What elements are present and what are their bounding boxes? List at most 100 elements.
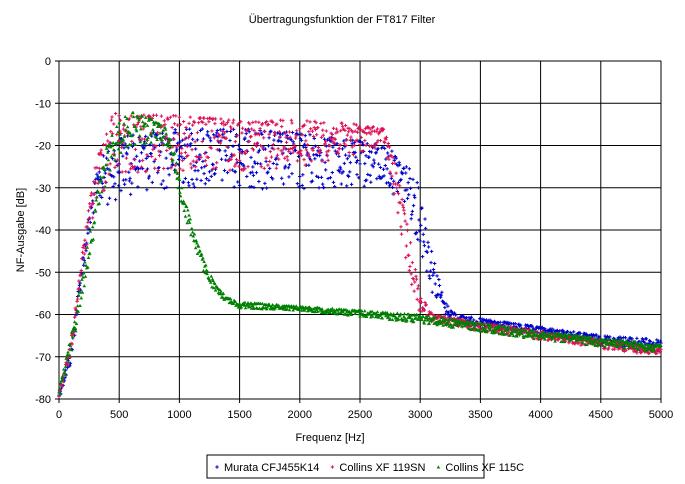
collins-xf-115c-point bbox=[176, 186, 180, 190]
collins-xf-119sn-point bbox=[404, 255, 408, 260]
murata-cfj455k14-point bbox=[425, 269, 429, 273]
murata-cfj455k14-point bbox=[175, 141, 180, 146]
murata-cfj455k14-point bbox=[200, 127, 204, 131]
collins-xf-119sn-point bbox=[252, 142, 257, 146]
murata-cfj455k14-point bbox=[328, 175, 333, 180]
murata-cfj455k14-point bbox=[382, 174, 386, 178]
collins-xf-115c-point bbox=[114, 124, 119, 128]
collins-xf-119sn-point bbox=[255, 141, 260, 145]
murata-cfj455k14-point bbox=[212, 133, 216, 137]
collins-xf-115c-point bbox=[630, 345, 635, 349]
collins-xf-115c-point bbox=[83, 260, 87, 264]
collins-xf-115c-point bbox=[264, 307, 269, 311]
legend-item: Collins XF 119SN bbox=[330, 462, 425, 474]
murata-cfj455k14-point bbox=[252, 185, 256, 190]
collins-xf-119sn-point bbox=[243, 167, 247, 171]
collins-xf-115c-point bbox=[343, 312, 348, 316]
collins-xf-119sn-point bbox=[414, 274, 418, 278]
collins-xf-115c-point bbox=[228, 297, 233, 301]
collins-xf-119sn-point bbox=[127, 117, 132, 121]
collins-xf-119sn-point bbox=[100, 152, 104, 157]
murata-cfj455k14-point bbox=[431, 273, 435, 278]
murata-cfj455k14-point bbox=[404, 165, 409, 169]
collins-xf-119sn-point bbox=[124, 156, 129, 160]
collins-xf-119sn-point bbox=[555, 337, 560, 342]
collins-xf-119sn-point bbox=[120, 170, 124, 174]
collins-xf-119sn-point bbox=[402, 208, 406, 212]
collins-xf-115c-point bbox=[154, 120, 158, 124]
collins-xf-119sn-point bbox=[267, 132, 271, 136]
murata-cfj455k14-point bbox=[307, 163, 311, 167]
chart-title: Übertragungsfunktion der FT817 Filter bbox=[249, 14, 436, 26]
murata-cfj455k14-point bbox=[220, 178, 224, 182]
murata-cfj455k14-point bbox=[423, 226, 428, 231]
collins-xf-115c-point bbox=[195, 251, 200, 255]
collins-xf-115c-point bbox=[175, 176, 179, 180]
collins-xf-115c-point bbox=[506, 328, 510, 332]
murata-cfj455k14-point bbox=[382, 146, 387, 151]
collins-xf-119sn-point bbox=[333, 137, 338, 141]
collins-xf-119sn-point bbox=[186, 153, 190, 158]
collins-xf-119sn-point bbox=[104, 132, 109, 136]
collins-xf-115c-point bbox=[623, 346, 627, 350]
collins-xf-115c-point bbox=[183, 202, 187, 206]
collins-xf-119sn-point bbox=[94, 181, 98, 185]
collins-xf-119sn-point bbox=[130, 139, 134, 144]
murata-cfj455k14-point bbox=[381, 145, 385, 149]
collins-xf-119sn-point bbox=[395, 182, 400, 186]
collins-xf-119sn-point bbox=[396, 210, 400, 215]
collins-xf-119sn-point bbox=[355, 138, 359, 142]
murata-cfj455k14-point bbox=[378, 165, 383, 170]
collins-xf-119sn-point bbox=[112, 122, 116, 126]
murata-cfj455k14-point bbox=[298, 136, 303, 141]
collins-xf-115c-point bbox=[117, 121, 121, 125]
murata-cfj455k14-point bbox=[228, 138, 232, 143]
murata-cfj455k14-point bbox=[232, 185, 236, 189]
collins-xf-119sn-point bbox=[404, 244, 409, 248]
murata-cfj455k14-point bbox=[198, 128, 203, 133]
x-tick-label: 3000 bbox=[408, 409, 432, 421]
collins-xf-119sn-point bbox=[213, 117, 218, 121]
murata-cfj455k14-point bbox=[203, 182, 207, 186]
collins-xf-119sn-point bbox=[283, 131, 288, 135]
murata-cfj455k14-point bbox=[199, 178, 203, 183]
murata-cfj455k14-point bbox=[149, 151, 153, 156]
collins-xf-119sn-point bbox=[210, 129, 214, 133]
murata-cfj455k14-point bbox=[239, 147, 243, 152]
collins-xf-119sn-point bbox=[274, 166, 279, 170]
x-tick-label: 4000 bbox=[528, 409, 552, 421]
murata-cfj455k14-point bbox=[286, 136, 290, 140]
collins-xf-119sn-point bbox=[248, 122, 252, 126]
collins-xf-119sn-point bbox=[222, 123, 226, 127]
murata-cfj455k14-point bbox=[416, 186, 421, 190]
collins-xf-119sn-point bbox=[221, 120, 226, 124]
collins-xf-119sn-point bbox=[260, 121, 265, 126]
collins-xf-115c-point bbox=[513, 327, 518, 331]
collins-xf-115c-point bbox=[363, 309, 367, 313]
collins-xf-119sn-point bbox=[98, 151, 103, 155]
legend-item: Murata CFJ455K14 bbox=[215, 462, 319, 474]
murata-cfj455k14-point bbox=[174, 149, 179, 153]
collins-xf-119sn-point bbox=[384, 137, 388, 142]
murata-cfj455k14-point bbox=[112, 175, 116, 179]
murata-cfj455k14-point bbox=[310, 179, 315, 183]
murata-cfj455k14-point bbox=[287, 163, 292, 167]
collins-xf-119sn-point bbox=[192, 120, 197, 125]
murata-cfj455k14-point bbox=[120, 143, 124, 147]
collins-xf-119sn-point bbox=[258, 126, 262, 131]
collins-xf-119sn-point bbox=[298, 127, 302, 131]
collins-xf-119sn-point bbox=[330, 137, 334, 141]
collins-xf-115c-point bbox=[402, 312, 407, 316]
murata-cfj455k14-point bbox=[326, 176, 330, 181]
murata-cfj455k14-point bbox=[313, 144, 318, 148]
collins-xf-119sn-point bbox=[658, 349, 663, 354]
collins-xf-115c-point bbox=[59, 381, 63, 385]
collins-xf-119sn-point bbox=[355, 130, 360, 134]
collins-xf-119sn-point bbox=[246, 164, 250, 169]
collins-xf-119sn-point bbox=[235, 134, 239, 138]
murata-cfj455k14-point bbox=[550, 327, 554, 331]
collins-xf-115c-point bbox=[116, 130, 120, 134]
collins-xf-115c-point bbox=[91, 237, 96, 241]
murata-cfj455k14-point bbox=[184, 127, 189, 132]
collins-xf-115c-point bbox=[349, 312, 354, 316]
